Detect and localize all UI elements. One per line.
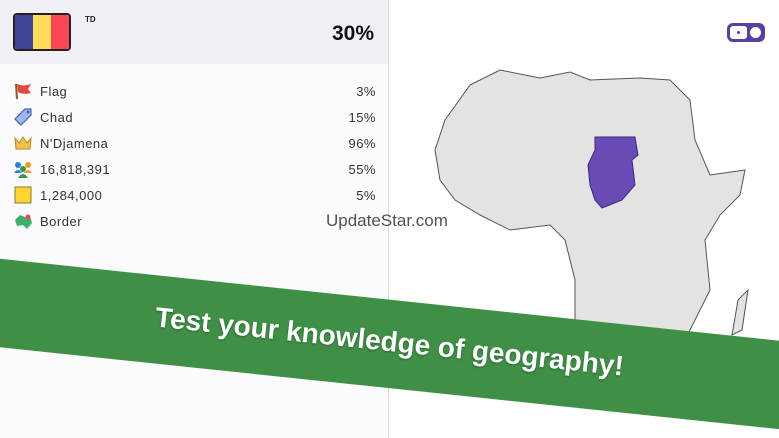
africa-landmass xyxy=(434,69,746,381)
country-code: TD xyxy=(85,15,96,24)
africa-map[interactable] xyxy=(390,0,779,438)
country-header: TD 30% xyxy=(0,0,388,64)
stat-row-name: Chad 15% xyxy=(13,106,376,128)
country-chad xyxy=(587,136,639,209)
tag-icon xyxy=(13,107,33,127)
view-toggle[interactable] xyxy=(727,23,765,42)
flag-icon xyxy=(13,81,33,101)
people-icon xyxy=(13,159,33,179)
stat-row-flag: Flag 3% xyxy=(13,80,376,102)
score: 30% xyxy=(331,22,374,45)
stat-row-area: 1,284,000 5% xyxy=(13,184,376,206)
stat-row-capital: N'Djamena 96% xyxy=(13,132,376,154)
area-square-icon xyxy=(13,185,33,205)
stat-row-border: Border xyxy=(13,210,376,232)
crown-icon xyxy=(13,133,33,153)
watermark: UpdateStar.com xyxy=(326,211,448,230)
country-flag xyxy=(13,13,71,51)
madagascar xyxy=(731,288,749,336)
stat-row-population: 16,818,391 55% xyxy=(13,158,376,180)
map-border-icon xyxy=(13,211,33,231)
